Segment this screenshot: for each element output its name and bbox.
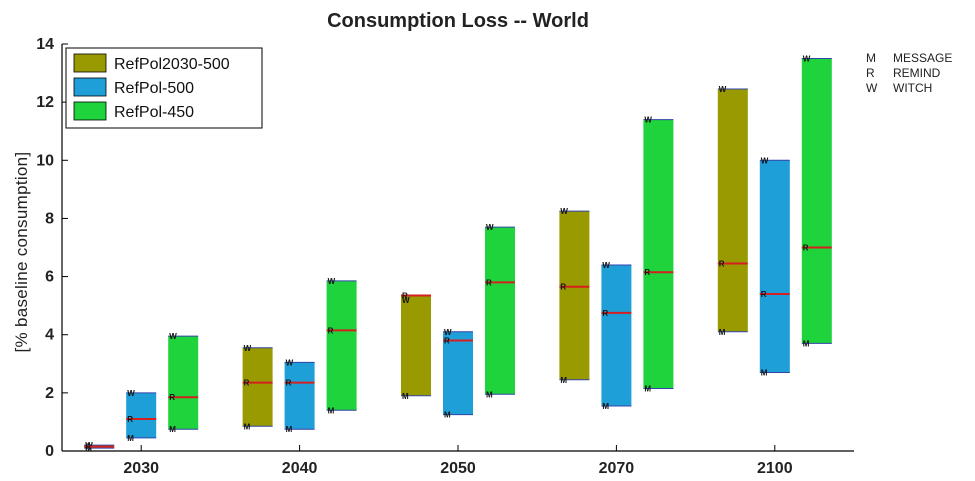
model-marker: R <box>803 244 809 253</box>
model-marker: W <box>602 261 610 270</box>
model-marker: M <box>761 369 768 378</box>
y-tick-label: 8 <box>45 210 54 227</box>
model-marker: M <box>803 339 810 348</box>
range-bar-refpol-500-2050 <box>443 331 473 415</box>
model-marker: M <box>85 444 92 453</box>
model-marker: R <box>761 290 767 299</box>
model-marker: M <box>602 402 609 411</box>
model-marker: M <box>644 384 651 393</box>
x-tick-label: 2040 <box>282 460 318 477</box>
model-marker: R <box>328 326 334 335</box>
model-marker: R <box>444 337 450 346</box>
x-tick-label: 2070 <box>599 460 635 477</box>
model-marker: M <box>328 406 335 415</box>
model-marker: M <box>402 392 409 401</box>
y-tick-label: 0 <box>45 443 54 460</box>
range-bar-refpol-500-2100 <box>759 160 790 373</box>
range-bar-refpol-500-2040 <box>284 362 315 430</box>
range-bar-refpol-500-2030 <box>126 392 157 438</box>
y-tick-label: 12 <box>36 94 54 111</box>
legend-swatch <box>73 101 107 121</box>
model-marker: R <box>286 379 292 388</box>
model-marker: W <box>169 332 177 341</box>
model-key-name: MESSAGE <box>893 51 952 65</box>
range-bar-refpol2030-500-2040 <box>242 347 273 427</box>
legend-label: RefPol-500 <box>114 80 194 97</box>
model-key-code: M <box>866 51 876 65</box>
x-tick-label: 2030 <box>123 460 159 477</box>
model-marker: W <box>803 55 811 64</box>
model-marker: R <box>127 415 133 424</box>
y-tick-label: 10 <box>36 152 54 169</box>
range-bar-refpol-450-2040 <box>326 280 357 411</box>
model-marker: R <box>602 309 608 318</box>
range-bar-refpol-450-2030 <box>168 336 199 430</box>
model-marker: W <box>286 358 294 367</box>
legend-label: RefPol-450 <box>114 104 194 121</box>
model-marker: R <box>644 268 650 277</box>
model-marker: M <box>286 425 293 434</box>
chart-title: Consumption Loss -- World <box>327 10 589 32</box>
model-marker: R <box>402 291 408 300</box>
x-tick-label: 2100 <box>757 460 793 477</box>
range-bar-refpol-500-2070 <box>601 264 632 406</box>
model-marker: R <box>169 393 175 402</box>
model-marker: R <box>560 283 566 292</box>
model-marker: M <box>244 422 251 431</box>
range-bar-refpol-450-2100 <box>801 58 832 344</box>
model-marker: M <box>444 411 451 420</box>
x-tick-label: 2050 <box>440 460 476 477</box>
model-key-name: REMIND <box>893 66 941 80</box>
range-bar-refpol-450-2050 <box>485 227 515 395</box>
range-bar-refpol2030-500-2050 <box>401 295 431 396</box>
plot-area: 0246810121420302040205020702100MWRWRMRWM… <box>36 36 854 477</box>
y-axis-label: [% baseline consumption] <box>12 152 31 353</box>
legend: RefPol2030-500 RefPol-500 RefPol-450 <box>65 47 263 129</box>
model-marker: R <box>85 443 91 452</box>
model-marker: W <box>719 85 727 94</box>
model-marker: W <box>244 344 252 353</box>
y-tick-label: 14 <box>36 36 54 53</box>
model-marker: W <box>644 116 652 125</box>
model-key-code: R <box>866 66 875 80</box>
legend-swatch <box>73 77 107 97</box>
y-tick-label: 4 <box>45 327 54 344</box>
model-marker: R <box>244 379 250 388</box>
model-marker: W <box>127 389 135 398</box>
range-bar-refpol2030-500-2100 <box>717 89 748 332</box>
y-tick-label: 2 <box>45 385 54 402</box>
model-marker: W <box>328 277 336 286</box>
model-marker: M <box>486 390 493 399</box>
model-marker: M <box>127 434 134 443</box>
y-tick-label: 6 <box>45 269 54 286</box>
model-marker: W <box>444 328 452 337</box>
legend-swatch <box>73 53 107 73</box>
model-marker: M <box>719 328 726 337</box>
model-marker: W <box>486 223 494 232</box>
model-key: M MESSAGE R REMIND W WITCH <box>866 51 952 95</box>
range-bar-refpol-450-2070 <box>643 119 674 389</box>
model-key-name: WITCH <box>893 81 932 95</box>
model-marker: M <box>560 376 567 385</box>
model-marker: M <box>169 425 176 434</box>
range-bar-refpol2030-500-2070 <box>559 211 590 380</box>
model-marker: W <box>560 207 568 216</box>
model-key-code: W <box>866 81 878 95</box>
model-marker: W <box>402 296 410 305</box>
legend-label: RefPol2030-500 <box>114 56 230 73</box>
model-marker: R <box>486 278 492 287</box>
model-marker: W <box>761 156 769 165</box>
model-marker: R <box>719 259 725 268</box>
